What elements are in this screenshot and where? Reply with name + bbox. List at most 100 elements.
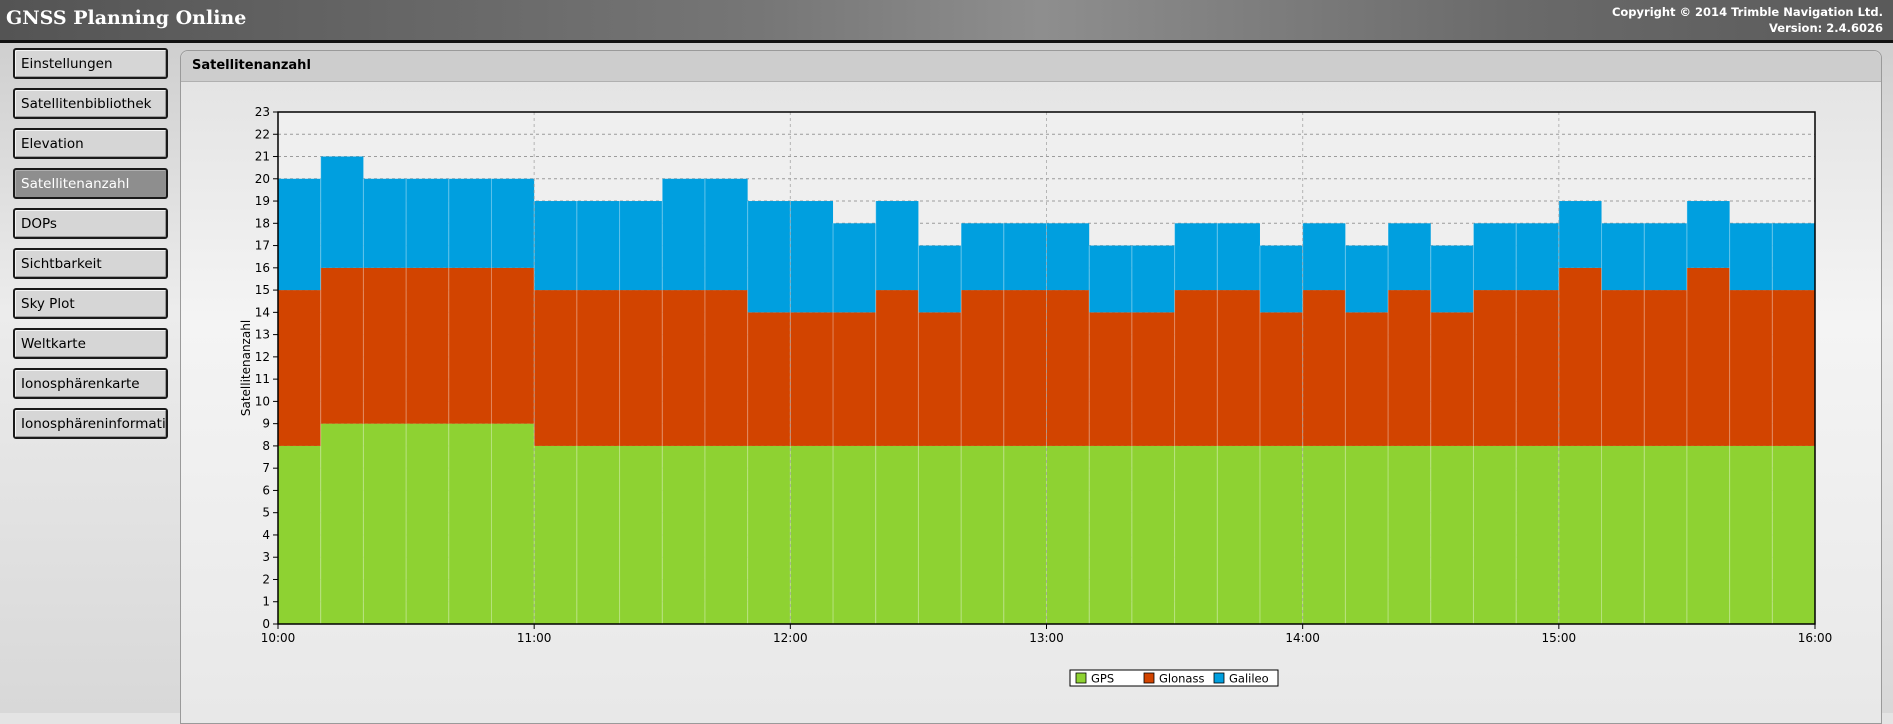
nav-button-satellitenbibliothek[interactable]: Satellitenbibliothek — [13, 88, 168, 119]
bar-galileo — [1644, 223, 1687, 291]
y-tick-label: 14 — [255, 305, 270, 319]
bar-gps — [1046, 445, 1090, 624]
y-axis-label: Satellitenanzahl — [239, 320, 253, 416]
bar-galileo — [1345, 245, 1389, 313]
y-tick-label: 1 — [262, 595, 270, 609]
bar-glonass — [1131, 312, 1175, 446]
bar-gps — [320, 423, 364, 624]
y-tick-label: 16 — [255, 261, 270, 275]
y-tick-label: 10 — [255, 394, 270, 408]
bar-glonass — [1516, 290, 1559, 446]
y-tick-label: 12 — [255, 350, 270, 364]
bar-galileo — [1046, 223, 1090, 291]
bar-glonass — [1388, 290, 1431, 446]
legend-swatch-gps — [1075, 672, 1087, 684]
bar-galileo — [448, 178, 492, 268]
bar-glonass — [790, 312, 834, 446]
bar-glonass — [1217, 290, 1260, 446]
bar-glonass — [1729, 290, 1773, 446]
y-tick-label: 6 — [262, 483, 270, 497]
bar-gps — [1259, 445, 1303, 624]
y-tick-label: 9 — [262, 417, 270, 431]
bar-galileo — [1089, 245, 1132, 313]
bar-galileo — [1131, 245, 1175, 313]
nav-button-elevation[interactable]: Elevation — [13, 128, 168, 159]
bar-galileo — [704, 178, 748, 291]
nav-button-sky-plot[interactable]: Sky Plot — [13, 288, 168, 319]
bar-gps — [1089, 445, 1132, 624]
y-tick-label: 17 — [255, 239, 270, 253]
y-tick-label: 0 — [262, 617, 270, 631]
bar-galileo — [1729, 223, 1773, 291]
bar-gps — [1473, 445, 1517, 624]
title-bar: GNSS Planning Online Copyright © 2014 Tr… — [0, 0, 1893, 40]
bar-galileo — [406, 178, 449, 268]
bar-galileo — [1772, 223, 1815, 291]
bar-gps — [1003, 445, 1047, 624]
copyright-text: Copyright © 2014 Trimble Navigation Ltd. — [1611, 5, 1883, 19]
bar-gps — [1516, 445, 1559, 624]
bar-galileo — [278, 178, 321, 291]
y-tick-label: 8 — [262, 439, 270, 453]
nav-button-weltkarte[interactable]: Weltkarte — [13, 328, 168, 359]
y-tick-label: 19 — [255, 194, 270, 208]
bar-gps — [1430, 445, 1474, 624]
bar-gps — [1558, 445, 1602, 624]
bar-gps — [961, 445, 1004, 624]
bar-galileo — [1003, 223, 1047, 291]
bar-gps — [491, 423, 535, 624]
y-tick-label: 15 — [255, 283, 270, 297]
y-tick-label: 22 — [255, 127, 270, 141]
bar-glonass — [704, 290, 748, 446]
sidebar-nav: Einstellungen Satellitenbibliothek Eleva… — [13, 48, 168, 448]
bar-glonass — [1430, 312, 1474, 446]
bar-galileo — [1217, 223, 1260, 291]
bar-galileo — [1516, 223, 1559, 291]
bar-gps — [1131, 445, 1175, 624]
bar-galileo — [1302, 223, 1346, 291]
bar-galileo — [363, 178, 407, 268]
nav-button-einstellungen[interactable]: Einstellungen — [13, 48, 168, 79]
y-tick-label: 20 — [255, 172, 270, 186]
panel-title: Satellitenanzahl — [192, 58, 311, 73]
bar-glonass — [320, 267, 364, 424]
bar-glonass — [1174, 290, 1218, 446]
bar-glonass — [1601, 290, 1645, 446]
nav-button-dops[interactable]: DOPs — [13, 208, 168, 239]
bar-galileo — [1558, 201, 1602, 268]
x-tick-label: 14:00 — [1285, 631, 1320, 645]
nav-button-sichtbarkeit[interactable]: Sichtbarkeit — [13, 248, 168, 279]
x-tick-label: 16:00 — [1798, 631, 1833, 645]
bar-gps — [1302, 445, 1346, 624]
bar-gps — [790, 445, 834, 624]
bar-gps — [534, 445, 577, 624]
y-tick-label: 3 — [262, 550, 270, 564]
legend-label-glonass: Glonass — [1159, 672, 1204, 686]
bar-galileo — [1259, 245, 1303, 313]
bar-glonass — [961, 290, 1004, 446]
bar-galileo — [1388, 223, 1431, 291]
bar-glonass — [662, 290, 705, 446]
nav-button-ionosphaerenkarte[interactable]: Ionosphärenkarte — [13, 368, 168, 399]
bar-galileo — [961, 223, 1004, 291]
bar-glonass — [1686, 267, 1730, 446]
bar-glonass — [534, 290, 577, 446]
legend-box — [1069, 669, 1279, 687]
x-tick-label: 15:00 — [1542, 631, 1577, 645]
bar-gps — [662, 445, 705, 624]
x-tick-label: 11:00 — [517, 631, 552, 645]
bar-gps — [1644, 445, 1687, 624]
y-tick-label: 7 — [262, 461, 270, 475]
bar-galileo — [833, 223, 876, 313]
bar-galileo — [918, 245, 962, 313]
legend-label-galileo: Galileo — [1229, 672, 1269, 686]
bar-galileo — [875, 201, 919, 291]
nav-button-ionosphaereninformation[interactable]: Ionosphäreninformation — [13, 408, 168, 439]
bar-glonass — [1345, 312, 1389, 446]
bar-galileo — [747, 201, 791, 313]
bar-gps — [1388, 445, 1431, 624]
legend-label-gps: GPS — [1091, 672, 1114, 686]
x-tick-label: 10:00 — [261, 631, 296, 645]
nav-button-satellitenanzahl[interactable]: Satellitenanzahl — [13, 168, 168, 199]
bar-gps — [833, 445, 876, 624]
